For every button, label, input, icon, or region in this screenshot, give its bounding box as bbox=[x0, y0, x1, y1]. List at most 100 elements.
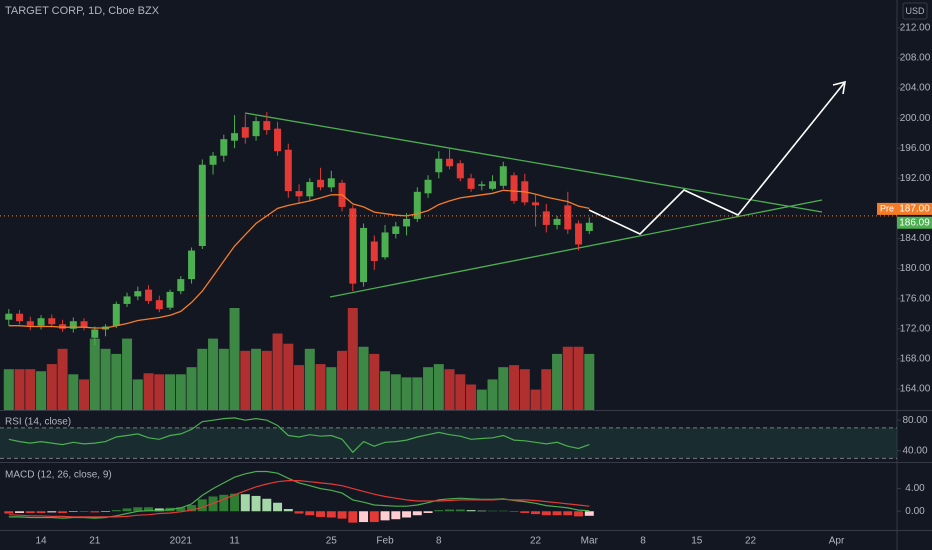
candle-body bbox=[585, 222, 593, 231]
x-tick-label: 22 bbox=[530, 536, 542, 547]
histogram-bar bbox=[133, 507, 143, 512]
volume-bar bbox=[562, 346, 573, 410]
histogram-bar bbox=[68, 511, 78, 512]
candle-body bbox=[327, 178, 335, 188]
candle-body bbox=[349, 208, 357, 284]
histogram-bar bbox=[219, 494, 229, 512]
candle-body bbox=[413, 191, 421, 219]
histogram-bar bbox=[262, 498, 272, 512]
volume-bar bbox=[519, 369, 530, 410]
x-tick-label: 21 bbox=[89, 536, 101, 547]
histogram-bar bbox=[574, 511, 584, 517]
candle-body bbox=[532, 202, 540, 206]
x-tick-label: 2021 bbox=[170, 536, 193, 547]
candle-body bbox=[403, 218, 411, 227]
y-tick-label: 80.00 bbox=[902, 415, 927, 426]
premarket-tag-bg bbox=[877, 202, 897, 215]
x-tick-label: Feb bbox=[376, 536, 394, 547]
last-price-label: 186.09 bbox=[899, 217, 930, 228]
volume-bar bbox=[3, 369, 14, 410]
y-tick-label: 204.00 bbox=[900, 83, 931, 94]
projection-path bbox=[588, 81, 846, 235]
candle-body bbox=[155, 300, 163, 310]
rsi-title: RSI (14, close) bbox=[5, 417, 71, 428]
histogram-bar bbox=[434, 510, 444, 512]
volume-bar bbox=[175, 374, 186, 410]
volume-bar bbox=[552, 353, 563, 410]
candle-body bbox=[220, 139, 228, 156]
volume-bar bbox=[433, 364, 444, 410]
histogram-bar bbox=[187, 505, 197, 512]
histogram-bar bbox=[520, 511, 530, 513]
candle-body bbox=[5, 313, 13, 320]
candle-body bbox=[123, 296, 131, 304]
x-tick-label: 11 bbox=[229, 536, 240, 547]
volume-bar bbox=[530, 389, 541, 410]
volume-bar bbox=[304, 348, 315, 410]
volume-bar bbox=[79, 379, 90, 410]
volume-bar bbox=[390, 374, 401, 410]
signal-line bbox=[8, 480, 590, 518]
volume-bar bbox=[283, 343, 294, 410]
candle-body bbox=[360, 227, 368, 283]
histogram-bar bbox=[58, 511, 68, 513]
histogram-bar bbox=[25, 511, 35, 513]
y-tick-label: 180.00 bbox=[900, 263, 931, 274]
histogram-bar bbox=[563, 511, 573, 516]
histogram-bar bbox=[15, 511, 25, 513]
volume-bar bbox=[261, 350, 272, 410]
y-tick-label: 184.00 bbox=[900, 233, 931, 244]
y-tick-label: 212.00 bbox=[900, 22, 931, 33]
macd-title: MACD (12, 26, close, 9) bbox=[5, 470, 112, 481]
rsi-band bbox=[0, 427, 897, 459]
candle-body bbox=[370, 241, 378, 262]
candle-body bbox=[499, 166, 507, 186]
histogram-bar bbox=[47, 511, 57, 513]
premarket-label: 187.00 bbox=[899, 204, 930, 215]
candle-body bbox=[16, 313, 24, 322]
histogram-bar bbox=[359, 511, 369, 523]
candle-body bbox=[553, 218, 561, 225]
currency[interactable]: USD bbox=[905, 6, 925, 16]
histogram-bar bbox=[79, 511, 89, 512]
candle-body bbox=[564, 205, 572, 230]
histogram-bar bbox=[498, 510, 508, 512]
histogram-bar bbox=[445, 509, 455, 512]
volume-bar bbox=[111, 353, 122, 410]
histogram-bar bbox=[369, 511, 379, 523]
candle-body bbox=[37, 318, 45, 326]
histogram-bar bbox=[111, 510, 121, 512]
x-tick-label: 8 bbox=[436, 536, 442, 547]
candle-body bbox=[274, 128, 282, 152]
currency-box[interactable] bbox=[902, 2, 928, 20]
volume-bar bbox=[401, 377, 412, 410]
candle-body bbox=[306, 182, 314, 197]
candle-body bbox=[392, 226, 400, 234]
volume-bar bbox=[347, 308, 358, 410]
volume-bar bbox=[369, 353, 380, 410]
volume-bar bbox=[251, 348, 262, 410]
rsi-line bbox=[8, 417, 590, 454]
candle-body bbox=[198, 164, 206, 246]
histogram-bar bbox=[337, 511, 347, 519]
volume-bar bbox=[14, 369, 25, 410]
histogram-bar bbox=[283, 508, 293, 512]
volume-bar bbox=[208, 338, 219, 410]
last-price-bg bbox=[897, 216, 932, 229]
histogram-bar bbox=[305, 511, 315, 516]
y-tick-label: 176.00 bbox=[900, 293, 931, 304]
histogram-bar bbox=[509, 511, 519, 512]
candle-body bbox=[188, 250, 196, 280]
histogram-bar bbox=[197, 499, 207, 512]
x-tick-label: 14 bbox=[35, 536, 47, 547]
candle-body bbox=[510, 175, 518, 201]
volume-bar bbox=[240, 350, 251, 410]
candle-body bbox=[489, 181, 497, 189]
volume-bar bbox=[57, 348, 68, 410]
volume-bar bbox=[380, 371, 391, 410]
candle-body bbox=[478, 184, 486, 186]
histogram-bar bbox=[316, 511, 326, 517]
volume-bar bbox=[154, 374, 165, 410]
candle-body bbox=[446, 158, 454, 167]
